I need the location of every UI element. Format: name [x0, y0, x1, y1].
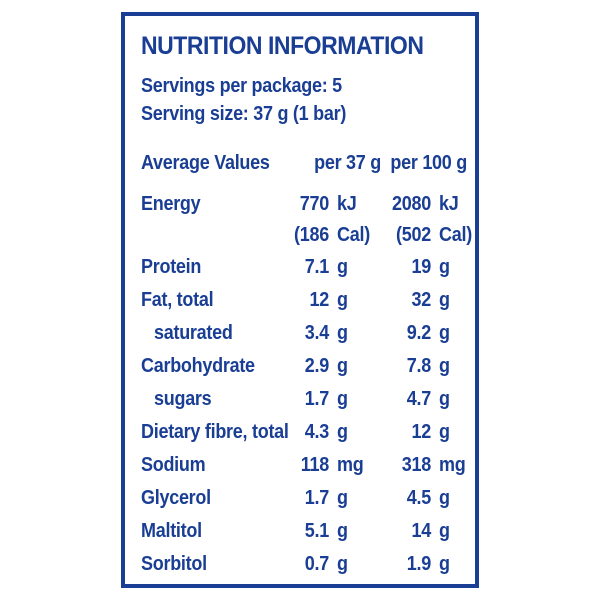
serving-info: Servings per package: 5 Serving size: 37…	[141, 72, 465, 128]
unit-per-37g: g	[337, 355, 348, 377]
value-per-100g: 9.2	[406, 322, 431, 344]
value-per-100g: (502	[396, 224, 431, 246]
value-per-100g: 4.5	[406, 487, 431, 509]
value-per-100g: 12	[411, 421, 432, 443]
unit-per-100g: g	[439, 289, 450, 311]
row-label: Dietary fibre, total	[141, 421, 289, 443]
unit-per-100g: Cal)	[439, 224, 472, 246]
row-label: Glycerol	[141, 487, 211, 509]
unit-per-100g: g	[439, 487, 450, 509]
table-row-energy: Energy 770 kJ 2080 kJ	[141, 192, 465, 223]
unit-per-100g: g	[439, 256, 450, 278]
serving-size: Serving size: 37 g (1 bar)	[141, 103, 347, 125]
table-row-saturated: saturated 3.4 g 9.2 g	[141, 321, 465, 354]
value-per-37g: 0.7	[304, 553, 329, 575]
value-per-100g: 4.7	[406, 388, 431, 410]
table-row-protein: Protein 7.1 g 19 g	[141, 255, 465, 288]
value-per-100g: 1.9	[406, 553, 431, 575]
value-per-37g: 1.7	[304, 487, 329, 509]
row-label: Sodium	[141, 454, 206, 476]
unit-per-37g: kJ	[337, 193, 357, 215]
nutrition-panel: NUTRITION INFORMATION Servings per packa…	[121, 12, 479, 588]
unit-per-37g: Cal)	[337, 224, 370, 246]
unit-per-37g: g	[337, 289, 348, 311]
value-per-37g: 5.1	[304, 520, 329, 542]
table-row-glycerol: Glycerol 1.7 g 4.5 g	[141, 486, 465, 519]
table-row-sugars: sugars 1.7 g 4.7 g	[141, 387, 465, 420]
table-row-energy-cal: (186 Cal) (502 Cal)	[141, 223, 472, 255]
column-header-per-37g: per 37 g	[314, 152, 381, 174]
unit-per-37g: g	[337, 421, 348, 443]
column-header-average-values: Average Values	[141, 152, 270, 174]
unit-per-100g: g	[439, 355, 450, 377]
table-header-row: Average Values per 37 g per 100 g	[141, 150, 467, 176]
unit-per-37g: g	[337, 487, 348, 509]
unit-per-37g: g	[337, 553, 348, 575]
unit-per-37g: g	[337, 256, 348, 278]
table-row-sodium: Sodium 118 mg 318 mg	[141, 453, 466, 486]
value-per-100g: 19	[411, 256, 432, 278]
unit-per-37g: mg	[337, 454, 364, 476]
value-per-100g: 14	[411, 520, 432, 542]
value-per-100g: 32	[411, 289, 432, 311]
row-label: saturated	[154, 322, 233, 344]
unit-per-100g: g	[439, 322, 450, 344]
row-label: sugars	[154, 388, 212, 410]
unit-per-100g: mg	[439, 454, 466, 476]
unit-per-100g: g	[439, 421, 450, 443]
nutrition-table: Energy 770 kJ 2080 kJ (186 Cal) (502 Cal…	[141, 192, 472, 584]
unit-per-37g: g	[337, 388, 348, 410]
row-label: Fat, total	[141, 289, 214, 311]
value-per-37g: 4.3	[304, 421, 329, 443]
table-row-carbohydrate: Carbohydrate 2.9 g 7.8 g	[141, 354, 465, 387]
unit-per-100g: g	[439, 388, 450, 410]
table-row-sorbitol: Sorbitol 0.7 g 1.9 g	[141, 552, 465, 584]
value-per-37g: 3.4	[304, 322, 329, 344]
row-label: Energy	[141, 193, 201, 215]
value-per-37g: 1.7	[304, 388, 329, 410]
servings-per-package: Servings per package: 5	[141, 75, 342, 97]
unit-per-37g: g	[337, 520, 348, 542]
value-per-37g: 12	[309, 289, 330, 311]
unit-per-100g: g	[439, 520, 450, 542]
row-label: Sorbitol	[141, 553, 207, 575]
value-per-37g: 118	[300, 454, 330, 476]
value-per-100g: 2080	[392, 193, 431, 215]
unit-per-100g: g	[439, 553, 450, 575]
value-per-37g: (186	[294, 224, 329, 246]
row-label: Carbohydrate	[141, 355, 255, 377]
panel-title: NUTRITION INFORMATION	[141, 32, 424, 60]
table-row-maltitol: Maltitol 5.1 g 14 g	[141, 519, 465, 552]
table-row-dietary-fibre: Dietary fibre, total 4.3 g 12 g	[141, 420, 465, 453]
unit-per-37g: g	[337, 322, 348, 344]
value-per-100g: 7.8	[406, 355, 431, 377]
value-per-37g: 2.9	[304, 355, 329, 377]
row-label: Protein	[141, 256, 202, 278]
table-row-fat-total: Fat, total 12 g 32 g	[141, 288, 465, 321]
value-per-37g: 770	[299, 193, 330, 215]
value-per-37g: 7.1	[304, 256, 329, 278]
row-label: Maltitol	[141, 520, 202, 542]
value-per-100g: 318	[401, 454, 432, 476]
unit-per-100g: kJ	[439, 193, 459, 215]
column-header-per-100g: per 100 g	[390, 152, 467, 174]
